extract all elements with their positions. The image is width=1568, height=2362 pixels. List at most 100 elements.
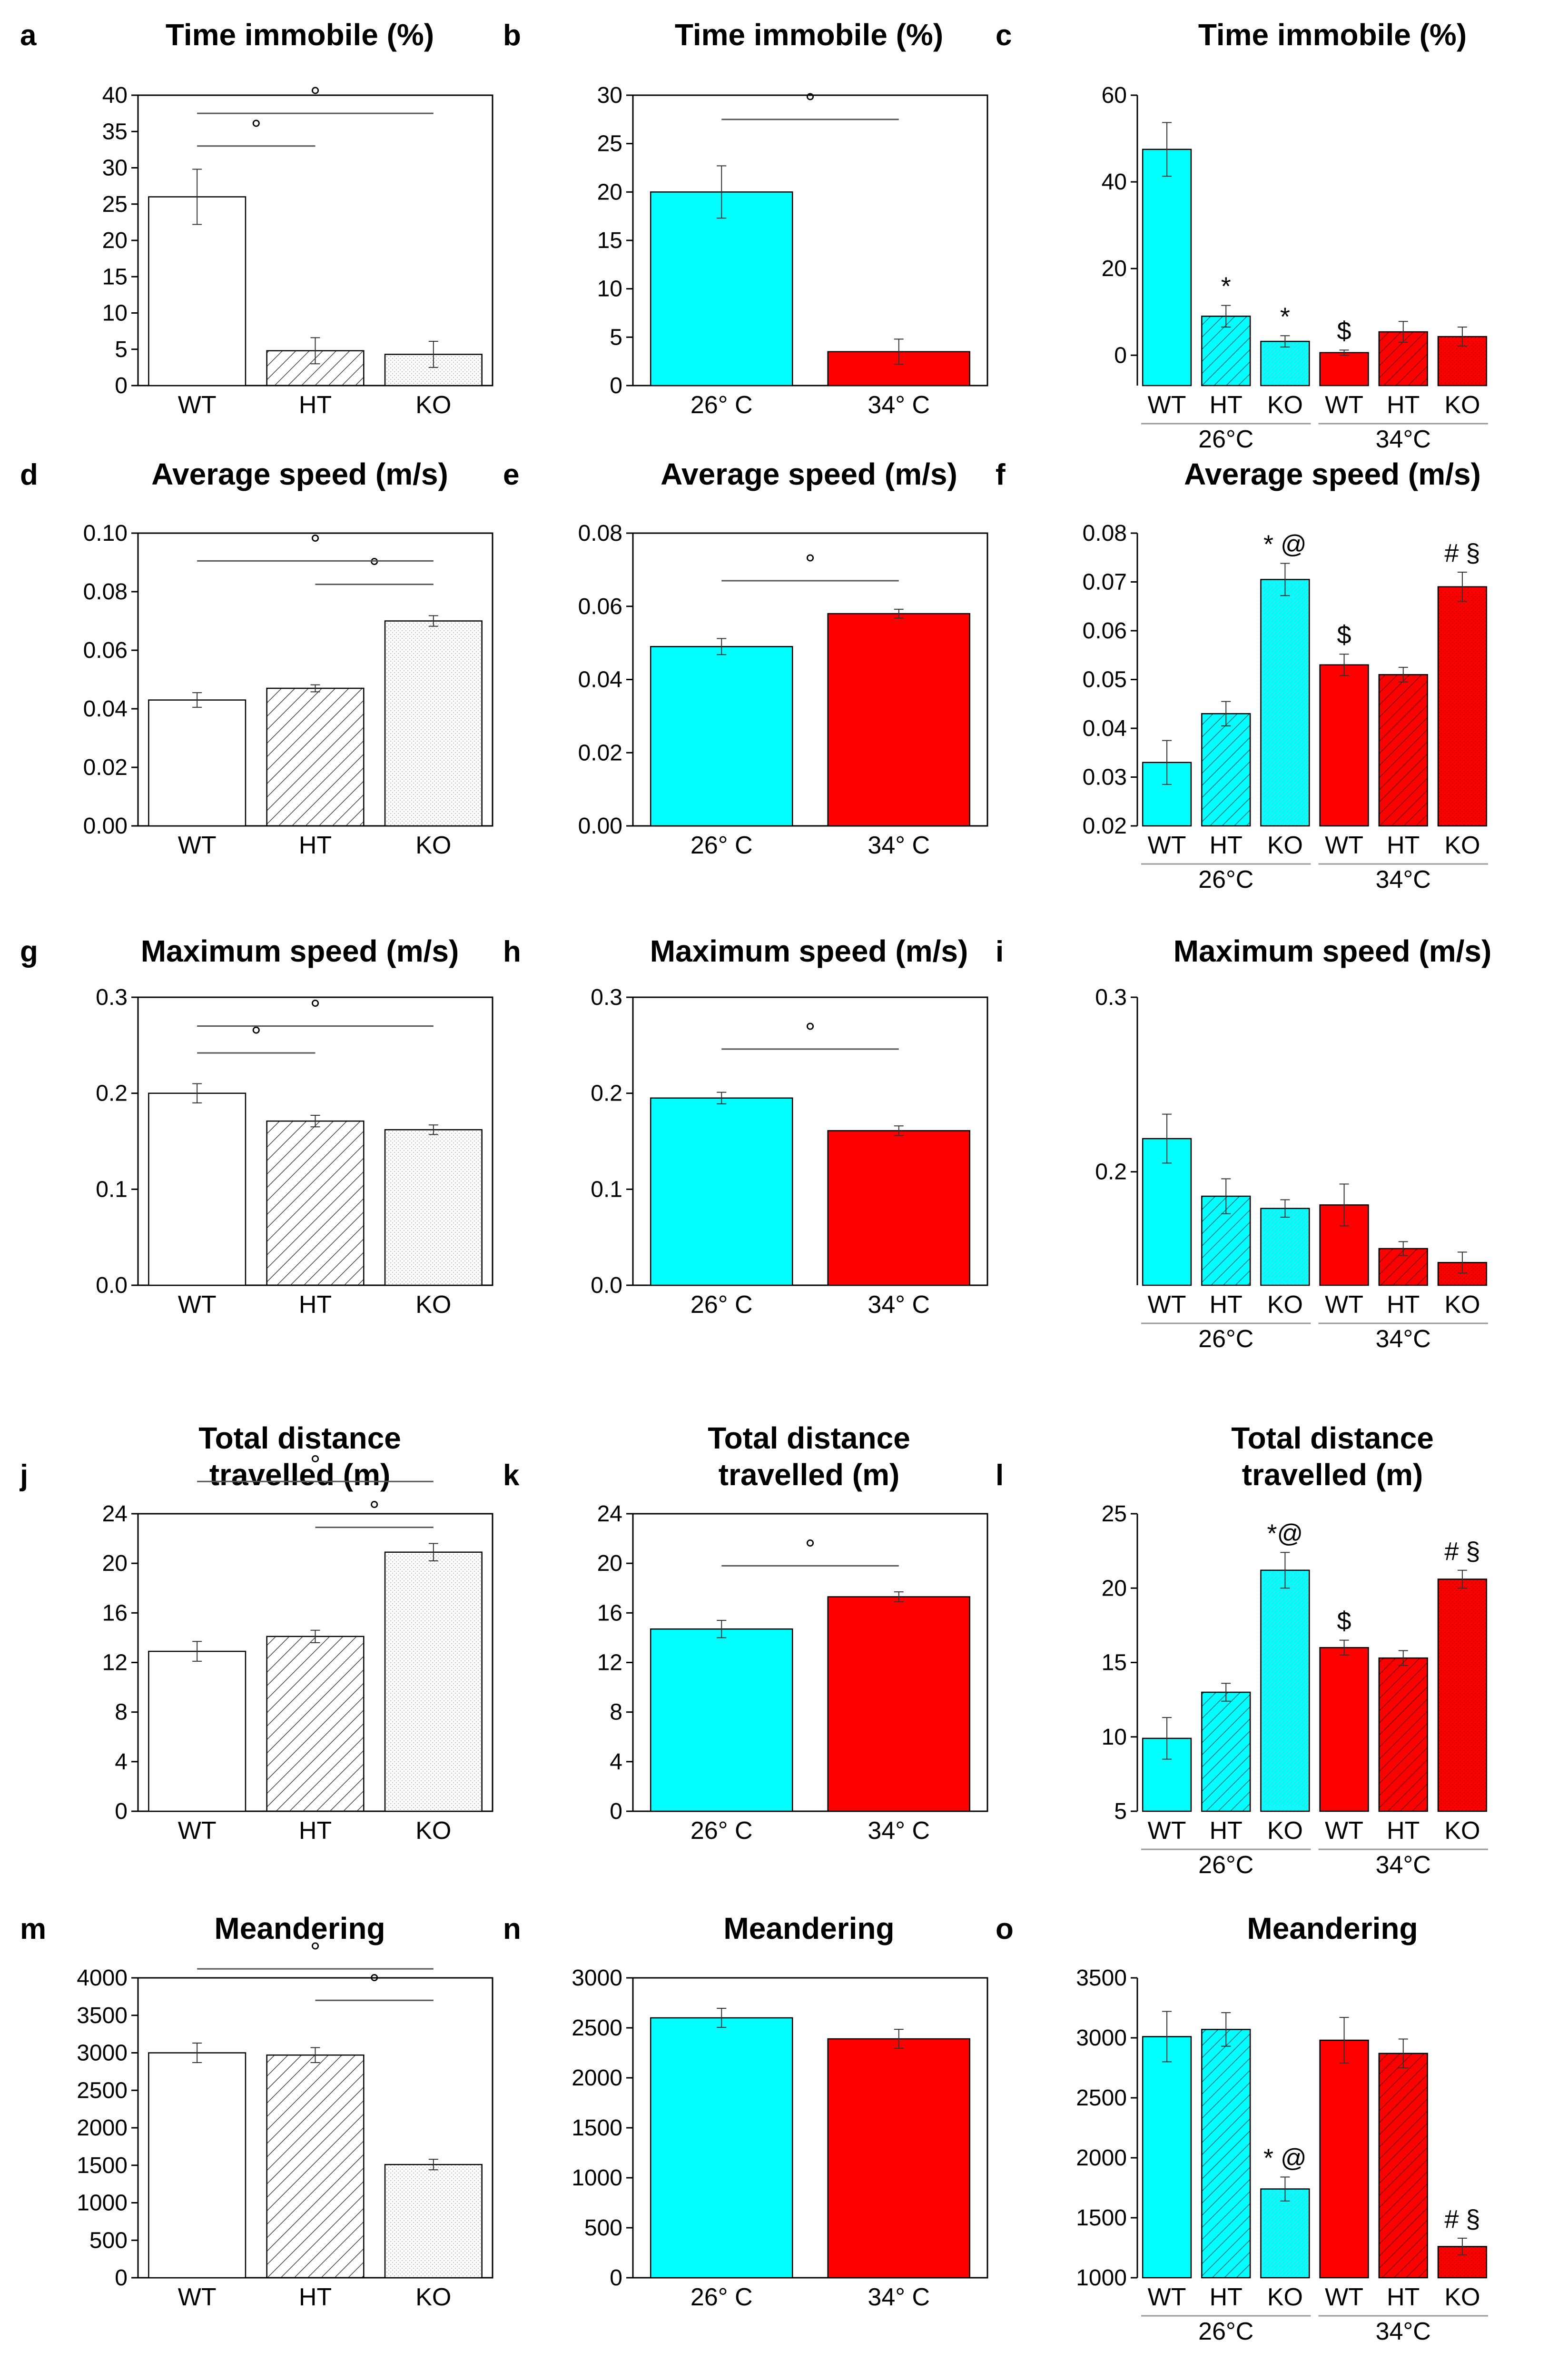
group-label-i: 26°C	[1198, 1325, 1253, 1353]
y-tick-label-j: 20	[102, 1551, 128, 1576]
bar-g-3	[384, 1129, 483, 1286]
x-tick-label-l: HT	[1387, 1817, 1420, 1845]
chart-title-l: Total distance	[1231, 1421, 1434, 1455]
y-tick-label-b: 20	[597, 179, 622, 205]
y-tick-label-a: 5	[115, 337, 128, 362]
x-tick-label-i: WT	[1325, 1291, 1363, 1319]
bar-g-1	[148, 1092, 247, 1286]
x-tick-label-o: WT	[1325, 2283, 1363, 2311]
x-tick-label-o: KO	[1267, 2283, 1303, 2311]
panel-label-o: o	[996, 1913, 1014, 1945]
panel-label-h: h	[503, 935, 521, 968]
x-tick-label-i: WT	[1148, 1291, 1186, 1319]
panel-label-c: c	[996, 19, 1012, 52]
y-tick-label-m: 3000	[77, 2041, 128, 2066]
panel-label-l: l	[996, 1459, 1004, 1492]
x-tick-label-k: 34° C	[868, 1817, 930, 1845]
bar-o-5	[1378, 2053, 1428, 2279]
bar-o-4	[1319, 2039, 1369, 2279]
bar-e-1	[650, 646, 793, 827]
y-tick-label-f: 0.08	[1083, 521, 1127, 546]
significance-mark-h: °	[805, 1018, 816, 1046]
y-tick-label-n: 2000	[572, 2065, 622, 2091]
y-tick-label-e: 0.04	[578, 667, 622, 693]
x-tick-label-f: HT	[1387, 832, 1420, 859]
y-tick-label-f: 0.05	[1083, 667, 1127, 693]
bar-n-1	[650, 2017, 793, 2279]
bar-i-3	[1260, 1208, 1310, 1286]
y-tick-label-f: 0.04	[1083, 716, 1127, 741]
bar-c-2	[1201, 316, 1251, 387]
y-tick-label-o: 1500	[1076, 2205, 1127, 2231]
x-tick-label-c: HT	[1387, 391, 1420, 419]
panel-label-d: d	[20, 458, 38, 491]
y-tick-label-l: 15	[1102, 1650, 1127, 1676]
significance-mark-m: °	[310, 1937, 321, 1966]
chart-title-n: Meandering	[723, 1911, 894, 1945]
y-tick-label-e: 0.00	[578, 814, 622, 839]
x-tick-label-c: HT	[1210, 391, 1243, 419]
bar-f-6	[1437, 586, 1488, 827]
y-tick-label-c: 0	[1114, 343, 1127, 368]
chart-title-a: Time immobile (%)	[166, 18, 434, 52]
x-tick-label-f: WT	[1325, 832, 1363, 859]
chart-title-o: Meandering	[1247, 1911, 1418, 1945]
bar-l-6	[1437, 1578, 1488, 1812]
y-tick-label-n: 500	[584, 2215, 622, 2241]
bar-d-3	[384, 620, 483, 827]
bar-b-1	[650, 191, 793, 387]
y-tick-label-d: 0.02	[83, 755, 128, 780]
bar-f-4	[1319, 664, 1369, 827]
y-tick-label-d: 0.06	[83, 638, 128, 663]
y-tick-label-j: 0	[115, 1799, 128, 1824]
y-tick-label-n: 1000	[572, 2165, 622, 2191]
chart-title-e: Average speed (m/s)	[661, 457, 957, 491]
x-tick-label-b: 34° C	[868, 391, 930, 419]
bar-h-1	[650, 1097, 793, 1286]
bar-c-3	[1260, 340, 1310, 387]
x-tick-label-l: HT	[1210, 1817, 1243, 1845]
x-tick-label-d: KO	[415, 832, 451, 859]
chart-title-j: Total distance	[198, 1421, 401, 1455]
y-tick-label-j: 8	[115, 1700, 128, 1725]
x-tick-label-e: 34° C	[868, 832, 930, 859]
y-tick-label-h: 0.1	[591, 1177, 622, 1202]
bar-annotation-c: *	[1221, 272, 1231, 301]
y-tick-label-d: 0.00	[83, 814, 128, 839]
x-tick-label-k: 26° C	[690, 1817, 753, 1845]
group-label-i: 34°C	[1376, 1325, 1431, 1353]
y-tick-label-k: 8	[610, 1700, 622, 1725]
y-tick-label-m: 500	[89, 2228, 128, 2253]
y-tick-label-k: 4	[610, 1749, 622, 1775]
bar-h-2	[827, 1130, 970, 1286]
y-tick-label-a: 10	[102, 301, 128, 326]
group-label-o: 26°C	[1198, 2318, 1253, 2345]
x-tick-label-a: KO	[415, 391, 451, 419]
x-tick-label-o: HT	[1387, 2283, 1420, 2311]
x-tick-label-f: WT	[1148, 832, 1186, 859]
x-tick-label-f: KO	[1444, 832, 1480, 859]
x-tick-label-d: HT	[299, 832, 332, 859]
x-tick-label-d: WT	[178, 832, 217, 859]
y-tick-label-e: 0.06	[578, 594, 622, 619]
chart-title-k: Total distance	[708, 1421, 910, 1455]
y-tick-label-a: 30	[102, 156, 128, 181]
significance-mark-m: °	[369, 1969, 380, 1997]
y-tick-label-o: 3000	[1076, 2025, 1127, 2051]
y-tick-label-o: 1000	[1076, 2265, 1127, 2291]
bar-k-1	[650, 1628, 793, 1812]
chart-title-f: Average speed (m/s)	[1184, 457, 1481, 491]
chart-title-g: Maximum speed (m/s)	[141, 934, 459, 968]
x-tick-label-i: KO	[1444, 1291, 1480, 1319]
chart-title-h: Maximum speed (m/s)	[650, 934, 968, 968]
y-tick-label-d: 0.10	[83, 521, 128, 546]
panel-label-e: e	[503, 458, 519, 491]
bar-m-2	[266, 2054, 365, 2279]
y-tick-label-g: 0.2	[96, 1081, 128, 1106]
y-tick-label-c: 40	[1102, 169, 1127, 195]
chart-title-k: travelled (m)	[719, 1458, 900, 1492]
y-tick-label-j: 16	[102, 1600, 128, 1626]
bar-f-3	[1260, 579, 1310, 827]
group-label-l: 26°C	[1198, 1851, 1253, 1879]
